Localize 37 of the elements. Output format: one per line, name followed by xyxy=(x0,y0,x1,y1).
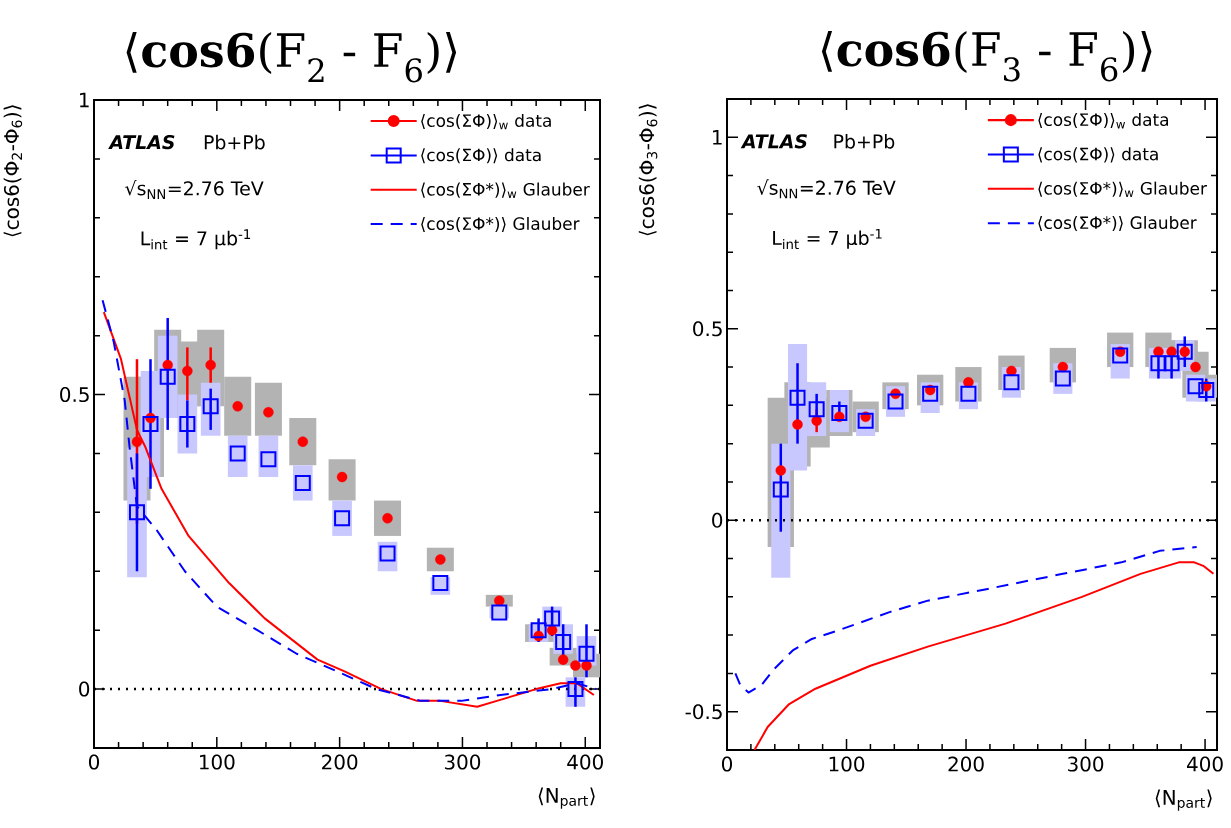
legend-label: ⟨cos(ΣΦ)⟩ data xyxy=(1038,147,1158,163)
x-tick-label: 100 xyxy=(829,756,865,772)
x-tick-label: 300 xyxy=(444,754,481,770)
y-tick-label: 0.5 xyxy=(693,321,722,337)
legend-label: ⟨cos(ΣΦ*)⟩ Glauber xyxy=(1038,215,1197,232)
annotation: √s$_{NN}$=2.76 TeV xyxy=(757,179,896,199)
x-tick-label: 400 xyxy=(1187,756,1223,772)
chart-title: ⟨cos6(F$_{2}$ - F$_{6}$)⟩ xyxy=(126,31,457,83)
y-tick-label: 1 xyxy=(713,130,722,145)
x-axis-title: ⟨N$_{part}$⟩ xyxy=(538,787,595,809)
x-axis-title: ⟨N$_{part}$⟩ xyxy=(1155,789,1212,811)
annotation: Pb+Pb xyxy=(204,134,265,150)
x-tick-label: 200 xyxy=(322,754,358,770)
legend-label: ⟨cos(ΣΦ*)⟩$_{w}$ Glauber xyxy=(421,182,590,199)
chart-title: ⟨cos6(F$_{3}$ - F$_{6}$)⟩ xyxy=(821,30,1152,82)
y-tick-label: 0.5 xyxy=(60,387,89,403)
y-tick-label: -0.5 xyxy=(685,704,722,720)
x-tick-label: 300 xyxy=(1068,756,1104,772)
y-tick-label: 0 xyxy=(712,512,723,528)
annotation: L$_{int}$ = 7 μb$^{-1}$ xyxy=(141,229,251,250)
y-tick-label: 0 xyxy=(79,681,90,697)
legend-label: ⟨cos(ΣΦ)⟩$_{w}$ data xyxy=(421,113,551,130)
x-tick-label: 100 xyxy=(199,754,235,770)
y-axis-title: ⟨cos6(Φ$_{3}$-Φ$_{6}$)⟩ xyxy=(638,104,658,236)
annotation: ATLAS xyxy=(740,134,807,149)
y-tick-label: 1 xyxy=(79,92,89,108)
legend-label: ⟨cos(ΣΦ*)⟩ Glauber xyxy=(421,216,580,233)
y-axis-title: ⟨cos6(Φ$_{2}$-Φ$_{6}$)⟩ xyxy=(3,105,23,237)
annotation: ATLAS xyxy=(108,134,175,150)
annotation: Pb+Pb xyxy=(834,133,895,149)
legend-label: ⟨cos(ΣΦ*)⟩$_{w}$ Glauber xyxy=(1038,181,1207,198)
annotation: L$_{int}$ = 7 μb$^{-1}$ xyxy=(773,228,882,249)
annotation: √s$_{NN}$=2.76 TeV xyxy=(125,179,264,199)
legend-label: ⟨cos(ΣΦ)⟩$_{w}$ data xyxy=(1038,112,1169,129)
x-tick-label: 200 xyxy=(948,756,984,772)
x-tick-label: 400 xyxy=(567,754,603,770)
legend-label: ⟨cos(ΣΦ)⟩ data xyxy=(421,148,541,164)
